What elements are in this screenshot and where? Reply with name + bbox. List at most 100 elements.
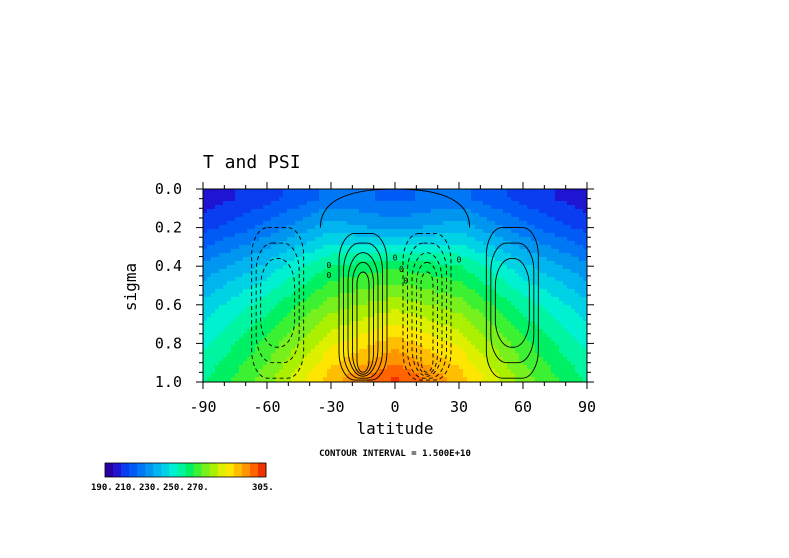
field-cell [419, 317, 424, 322]
field-cell [331, 229, 336, 234]
field-cell [351, 325, 356, 330]
field-cell [427, 249, 432, 254]
field-cell [427, 377, 432, 382]
field-cell [399, 273, 404, 278]
field-cell [403, 349, 408, 354]
field-cell [287, 301, 292, 306]
field-cell [307, 261, 312, 266]
field-cell [243, 233, 248, 238]
field-cell [491, 217, 496, 222]
field-cell [379, 277, 384, 282]
field-cell [251, 341, 256, 346]
field-cell [351, 225, 356, 230]
field-cell [471, 285, 476, 290]
field-cell [427, 217, 432, 222]
field-cell [583, 233, 587, 238]
field-cell [579, 265, 584, 270]
field-cell [475, 365, 480, 370]
field-cell [571, 301, 576, 306]
field-cell [299, 225, 304, 230]
field-cell [339, 301, 344, 306]
field-cell [559, 253, 564, 258]
field-cell [403, 269, 408, 274]
field-cell [475, 273, 480, 278]
field-cell [547, 265, 552, 270]
field-cell [499, 345, 504, 350]
field-cell [207, 253, 212, 258]
field-cell [503, 197, 508, 202]
field-cell [315, 297, 320, 302]
field-cell [583, 201, 587, 206]
field-cell [239, 253, 244, 258]
field-cell [287, 201, 292, 206]
field-cell [535, 213, 540, 218]
field-cell [219, 241, 224, 246]
field-cell [503, 317, 508, 322]
field-cell [315, 273, 320, 278]
field-cell [283, 305, 288, 310]
field-cell [487, 233, 492, 238]
field-cell [271, 297, 276, 302]
field-cell [203, 249, 208, 254]
field-cell [383, 261, 388, 266]
field-cell [347, 237, 352, 242]
field-cell [443, 273, 448, 278]
field-cell [439, 221, 444, 226]
field-cell [567, 341, 572, 346]
field-cell [507, 349, 512, 354]
field-cell [251, 297, 256, 302]
field-cell [235, 357, 240, 362]
field-cell [319, 233, 324, 238]
field-cell [447, 329, 452, 334]
field-cell [463, 321, 468, 326]
field-cell [335, 373, 340, 378]
field-cell [543, 245, 548, 250]
field-cell [471, 329, 476, 334]
field-cell [531, 241, 536, 246]
field-cell [287, 377, 292, 382]
field-cell [435, 245, 440, 250]
field-cell [455, 197, 460, 202]
field-cell [403, 341, 408, 346]
field-cell [207, 297, 212, 302]
field-cell [411, 317, 416, 322]
field-cell [343, 325, 348, 330]
field-cell [471, 345, 476, 350]
field-cell [475, 317, 480, 322]
field-cell [507, 301, 512, 306]
field-cell [483, 365, 488, 370]
field-cell [579, 321, 584, 326]
field-cell [491, 285, 496, 290]
field-cell [391, 225, 396, 230]
field-cell [571, 369, 576, 374]
field-cell [399, 201, 404, 206]
field-cell [223, 193, 228, 198]
field-cell [519, 377, 524, 382]
field-cell [539, 297, 544, 302]
field-cell [411, 189, 416, 194]
field-cell [291, 333, 296, 338]
field-cell [579, 369, 584, 374]
field-cell [563, 249, 568, 254]
field-cell [579, 277, 584, 282]
field-cell [463, 193, 468, 198]
field-cell [299, 361, 304, 366]
field-cell [487, 189, 492, 194]
field-cell [403, 229, 408, 234]
field-cell [319, 261, 324, 266]
field-cell [223, 333, 228, 338]
field-cell [359, 309, 364, 314]
field-cell [435, 217, 440, 222]
field-cell [271, 217, 276, 222]
field-cell [503, 269, 508, 274]
field-cell [207, 281, 212, 286]
field-cell [403, 305, 408, 310]
field-cell [435, 221, 440, 226]
field-cell [447, 209, 452, 214]
field-cell [563, 297, 568, 302]
field-cell [499, 209, 504, 214]
field-cell [539, 333, 544, 338]
field-cell [255, 361, 260, 366]
field-cell [323, 321, 328, 326]
field-cell [451, 377, 456, 382]
